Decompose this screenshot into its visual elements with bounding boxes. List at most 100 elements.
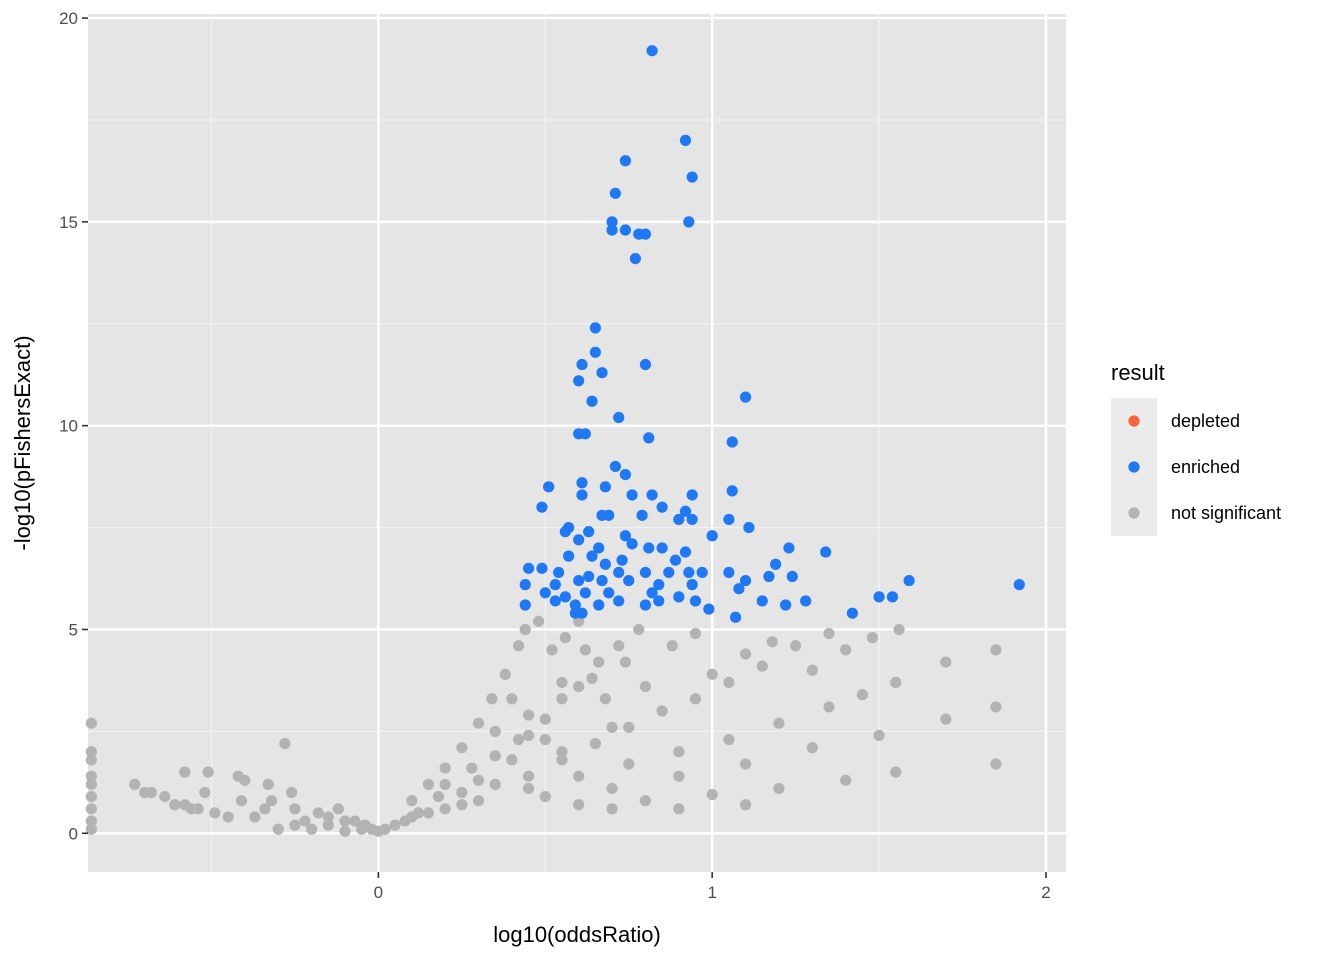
not-significant-point — [506, 693, 518, 705]
not-significant-point — [439, 803, 451, 815]
enriched-point — [599, 481, 611, 493]
not-significant-point — [639, 795, 652, 807]
not-significant-point — [539, 713, 551, 725]
not-significant-point — [209, 807, 221, 819]
enriched-point — [733, 583, 745, 595]
enriched-point — [576, 477, 588, 489]
legend-label: not significant — [1171, 503, 1281, 523]
enriched-point — [686, 171, 698, 183]
enriched-point — [583, 526, 595, 538]
not-significant-point — [599, 693, 611, 705]
enriched-point — [636, 509, 648, 521]
not-significant-point — [129, 778, 141, 790]
not-significant-point — [656, 705, 668, 717]
not-significant-point — [990, 644, 1002, 656]
y-tick-label: 5 — [69, 620, 78, 639]
enriched-point — [723, 513, 735, 526]
not-significant-point — [332, 803, 344, 815]
y-tick-label: 20 — [59, 9, 78, 28]
enriched-point — [576, 607, 588, 619]
legend-label: enriched — [1171, 457, 1240, 477]
enriched-point — [643, 542, 655, 554]
enriched-point — [553, 566, 565, 579]
x-axis: 0 1 2 — [374, 872, 1051, 902]
not-significant-point — [145, 786, 158, 799]
not-significant-point — [623, 721, 635, 733]
not-significant-point — [523, 729, 535, 742]
not-significant-point — [519, 623, 531, 636]
not-significant-point — [706, 668, 718, 680]
enriched-point — [606, 216, 618, 228]
not-significant-point — [339, 815, 351, 827]
enriched-point — [656, 501, 668, 513]
not-significant-point — [823, 627, 835, 640]
enriched-point — [646, 489, 658, 501]
enriched-point — [739, 391, 752, 403]
enriched-point — [886, 591, 899, 603]
enriched-point — [639, 358, 652, 371]
not-significant-point — [239, 774, 251, 786]
not-significant-point — [399, 815, 411, 827]
not-significant-point — [523, 770, 535, 782]
enriched-point — [579, 587, 591, 599]
not-significant-point — [356, 823, 368, 835]
enriched-point — [579, 428, 591, 440]
not-significant-point — [619, 656, 631, 668]
enriched-point — [626, 538, 638, 550]
not-significant-point — [159, 790, 171, 803]
legend-title: result — [1111, 360, 1165, 385]
not-significant-point — [432, 790, 445, 803]
enriched-point — [616, 554, 628, 566]
not-significant-point — [199, 786, 211, 799]
enriched-point — [726, 436, 738, 448]
not-significant-point — [272, 823, 284, 835]
enriched-point — [653, 595, 665, 607]
not-significant-point — [85, 754, 97, 766]
not-significant-point — [85, 717, 97, 729]
enriched-point — [519, 579, 531, 591]
not-significant-point — [289, 803, 301, 815]
not-significant-point — [873, 729, 885, 742]
not-significant-point — [472, 774, 485, 786]
not-significant-point — [322, 811, 334, 823]
enriched-point — [619, 468, 631, 481]
not-significant-point — [706, 788, 718, 801]
legend-label: depleted — [1171, 411, 1240, 431]
not-significant-point — [265, 795, 278, 807]
not-significant-point — [235, 795, 248, 807]
not-significant-point — [840, 774, 852, 786]
legend-swatch — [1128, 461, 1140, 473]
enriched-point — [569, 599, 581, 611]
not-significant-point — [339, 825, 351, 837]
not-significant-point — [773, 782, 785, 795]
enriched-point — [609, 187, 621, 199]
not-significant-point — [406, 795, 418, 807]
enriched-point — [606, 224, 618, 236]
not-significant-point — [579, 644, 591, 656]
enriched-point — [903, 574, 915, 587]
not-significant-point — [422, 807, 435, 819]
not-significant-point — [489, 750, 501, 762]
not-significant-point — [689, 627, 702, 640]
enriched-point — [706, 530, 718, 542]
not-significant-point — [756, 660, 768, 672]
not-significant-point — [539, 733, 551, 746]
not-significant-point — [85, 770, 97, 782]
not-significant-point — [512, 640, 525, 652]
enriched-point — [603, 587, 615, 599]
not-significant-point — [179, 766, 191, 778]
enriched-point — [576, 358, 588, 371]
enriched-point — [689, 595, 702, 607]
not-significant-point — [85, 790, 97, 803]
enriched-point — [686, 579, 698, 591]
not-significant-point — [990, 701, 1002, 713]
enriched-point — [786, 570, 798, 583]
enriched-point — [619, 530, 631, 542]
not-significant-point — [559, 632, 571, 644]
x-axis-title: log10(oddsRatio) — [493, 922, 661, 947]
not-significant-point — [489, 725, 501, 737]
not-significant-point — [739, 799, 752, 811]
not-significant-point — [422, 778, 435, 790]
not-significant-point — [202, 766, 214, 778]
not-significant-point — [533, 615, 545, 627]
